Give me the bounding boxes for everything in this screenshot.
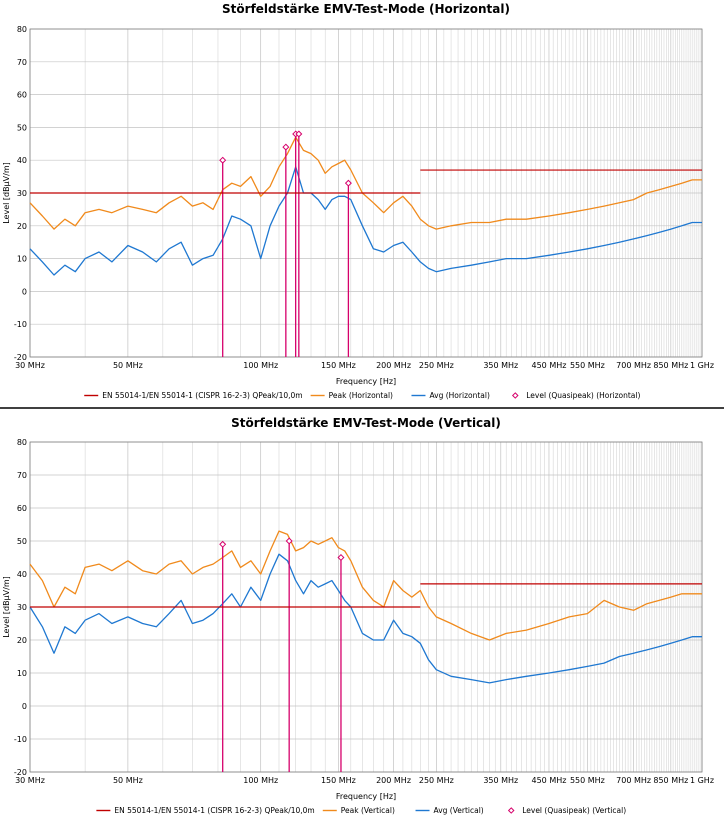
legend: EN 55014-1/EN 55014-1 (CISPR 16-2-3) QPe… [96,806,626,815]
x-tick-label: 350 MHz [483,776,518,785]
x-tick-label: 100 MHz [243,776,278,785]
y-axis-label: Level [dBµV/m] [2,576,11,638]
y-tick-label: 0 [22,287,27,296]
y-tick-label: 60 [17,91,27,100]
legend-label: EN 55014-1/EN 55014-1 (CISPR 16-2-3) QPe… [114,806,314,815]
y-tick-label: -20 [14,768,27,777]
x-tick-label: 200 MHz [376,361,411,370]
y-tick-label: 70 [17,58,27,67]
x-tick-label: 350 MHz [483,361,518,370]
quasipeak-point [219,156,227,164]
y-tick-label: 30 [17,603,27,612]
chart-panel-horizontal: Störfeldstärke EMV-Test-Mode (Horizontal… [2,2,714,400]
x-tick-label: 250 MHz [419,776,454,785]
y-tick-label: 40 [17,156,27,165]
y-tick-label: 0 [22,702,27,711]
chart-panel-vertical: Störfeldstärke EMV-Test-Mode (Vertical) -… [2,416,714,815]
legend-label: Avg (Vertical) [434,806,484,815]
x-tick-label: 850 MHz [653,361,688,370]
quasipeak-point [295,130,303,138]
chart-title: Störfeldstärke EMV-Test-Mode (Horizontal… [222,2,510,16]
quasipeak-point [285,537,293,545]
y-tick-label: 30 [17,189,27,198]
y-tick-label: -10 [14,735,27,744]
x-tick-label: 1 GHz [690,776,714,785]
y-tick-label: 60 [17,504,27,513]
y-tick-label: 40 [17,570,27,579]
y-tick-label: 20 [17,222,27,231]
y-tick-label: 50 [17,537,27,546]
x-grid [29,442,703,772]
x-axis-label: Frequency [Hz] [336,792,396,801]
x-tick-label: 700 MHz [616,776,651,785]
x-tick-label: 700 MHz [616,361,651,370]
limit-line [30,583,702,608]
legend-label: Peak (Horizontal) [329,391,393,400]
legend-label: Level (Quasipeak) (Vertical) [522,806,626,815]
y-tick-label: -20 [14,353,27,362]
legend-label: Avg (Horizontal) [429,391,489,400]
x-tick-label: 1 GHz [690,361,714,370]
x-tick-label: 850 MHz [653,776,688,785]
x-tick-label: 550 MHz [570,361,605,370]
peak-series-line [29,530,702,641]
x-tick-label: 30 MHz [15,776,45,785]
x-tick-label: 450 MHz [532,361,567,370]
x-tick-label: 450 MHz [532,776,567,785]
peak-series-line [29,136,702,230]
legend-label: Peak (Vertical) [341,806,395,815]
y-tick-label: 50 [17,123,27,132]
limit-line [30,169,702,194]
quasipeak-markers [219,537,345,772]
quasipeak-markers [219,130,352,357]
avg-series-line [29,166,702,276]
x-tick-label: 250 MHz [419,361,454,370]
legend: EN 55014-1/EN 55014-1 (CISPR 16-2-3) QPe… [84,391,640,400]
legend-label: Level (Quasipeak) (Horizontal) [526,391,640,400]
legend-label: EN 55014-1/EN 55014-1 (CISPR 16-2-3) QPe… [102,391,302,400]
x-tick-label: 30 MHz [15,361,45,370]
chart-title: Störfeldstärke EMV-Test-Mode (Vertical) [231,416,501,430]
x-tick-label: 50 MHz [113,776,143,785]
x-tick-label: 150 MHz [321,776,356,785]
y-tick-label: 10 [17,255,27,264]
quasipeak-point [344,179,352,187]
avg-series-line [29,553,702,684]
y-tick-label: 10 [17,669,27,678]
x-tick-label: 200 MHz [376,776,411,785]
y-tick-label: 20 [17,636,27,645]
x-axis-label: Frequency [Hz] [336,377,396,386]
quasipeak-point [337,553,345,562]
x-tick-label: 150 MHz [321,361,356,370]
legend-marker [507,807,515,814]
y-tick-label: 70 [17,471,27,480]
y-tick-label: 80 [17,25,27,34]
y-tick-label: -10 [14,320,27,329]
y-axis-label: Level [dBµV/m] [2,162,11,224]
x-tick-label: 550 MHz [570,776,605,785]
quasipeak-point [282,143,290,151]
x-tick-label: 100 MHz [243,361,278,370]
quasipeak-point [219,540,227,548]
x-tick-label: 50 MHz [113,361,143,370]
legend-marker [511,392,519,399]
y-tick-label: 80 [17,438,27,447]
